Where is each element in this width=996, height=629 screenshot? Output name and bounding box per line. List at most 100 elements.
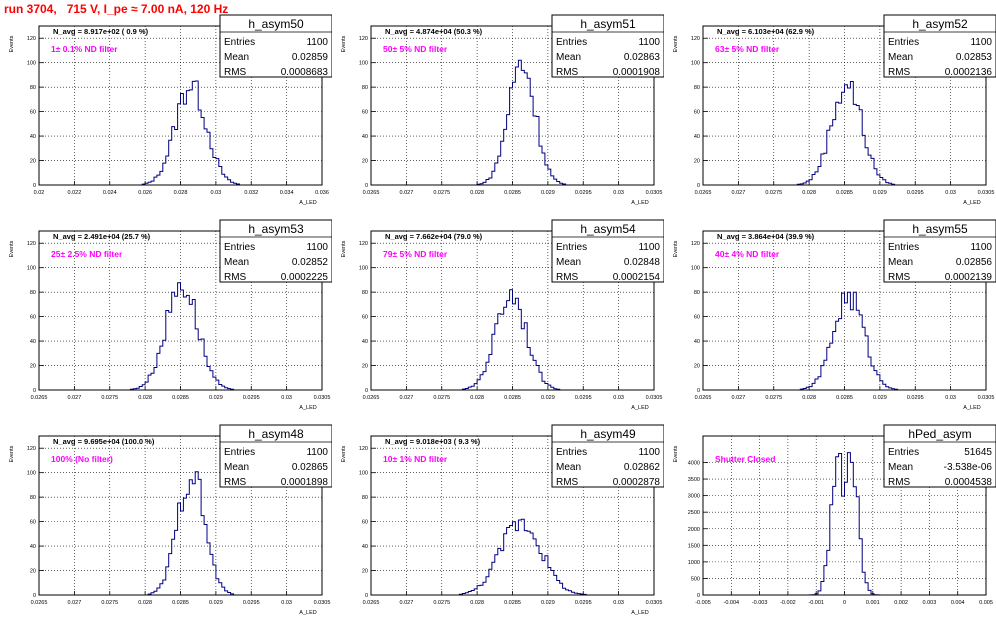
y-tick-label: 120 xyxy=(691,36,700,42)
x-tick-label: 0.0295 xyxy=(243,395,260,401)
histogram-panel-h_asym48: 0.0265 0.027 0.0275 0.028 0.0285 0.029 0.0295 0… xyxy=(4,424,332,629)
x-tick-label: 0.0265 xyxy=(695,395,712,401)
filter-annotation: 40± 4% ND filter xyxy=(715,249,780,259)
x-tick-label: 0.0265 xyxy=(31,395,48,401)
stats-value: 0.0002154 xyxy=(613,272,661,283)
y-tick-label: 40 xyxy=(362,339,368,345)
y-tick-label: 0 xyxy=(365,593,368,599)
y-tick-label: 40 xyxy=(694,134,700,140)
histogram-svg: 0.0265 0.027 0.0275 0.028 0.0285 0.029 0.0295 0… xyxy=(341,219,664,411)
stats-value: 1100 xyxy=(970,37,992,48)
y-tick-label: 60 xyxy=(694,110,700,116)
histogram-panel-h_asym50: 0.02 0.022 0.024 0.026 0.028 0.03 0.032 0.034 0.… xyxy=(4,14,332,219)
y-tick-label: 60 xyxy=(362,315,368,321)
x-tick-label: 0.0265 xyxy=(363,190,380,196)
y-tick-label: 80 xyxy=(30,495,36,501)
y-tick-label: 20 xyxy=(362,364,368,370)
stats-value: 0.02848 xyxy=(624,257,661,268)
y-tick-label: 100 xyxy=(27,266,36,272)
histogram-svg: 0.0265 0.027 0.0275 0.028 0.0285 0.029 0.0295 0… xyxy=(341,14,664,206)
y-tick-label: 120 xyxy=(27,241,36,247)
y-tick-label: 60 xyxy=(30,110,36,116)
y-tick-label: 120 xyxy=(691,241,700,247)
x-tick-label: 0.0265 xyxy=(363,600,380,606)
stats-label: RMS xyxy=(556,67,579,78)
stats-box xyxy=(219,219,332,283)
x-tick-label: 0.027 xyxy=(399,190,413,196)
stats-value: 0.02862 xyxy=(624,462,661,473)
y-tick-label: 1000 xyxy=(688,560,700,566)
y-tick-label: 60 xyxy=(694,315,700,321)
x-tick-label: 0.03 xyxy=(281,395,292,401)
filter-annotation: 63± 5% ND filter xyxy=(715,44,780,54)
filter-annotation: 100% (No filter) xyxy=(51,454,113,464)
filter-annotation: 1± 0.1% ND filter xyxy=(51,44,118,54)
filter-annotation: 50± 5% ND filter xyxy=(383,44,448,54)
y-axis-title: Events xyxy=(9,35,15,52)
y-tick-label: 2000 xyxy=(688,527,700,533)
stats-label: Entries xyxy=(888,447,919,458)
stats-value: 1100 xyxy=(306,447,328,458)
stats-label: Entries xyxy=(556,242,587,253)
stats-value: 0.02859 xyxy=(292,52,329,63)
x-tick-label: 0.03 xyxy=(613,395,624,401)
x-axis-title: A_LED xyxy=(299,610,316,616)
x-tick-label: 0.0275 xyxy=(433,190,450,196)
stats-value: 0.0002136 xyxy=(945,67,993,78)
stats-box xyxy=(883,14,996,78)
x-tick-label: 0.024 xyxy=(103,190,117,196)
x-tick-label: -0.003 xyxy=(752,600,768,606)
stats-label: Mean xyxy=(224,52,249,63)
stats-box xyxy=(551,14,664,78)
y-tick-label: 40 xyxy=(362,544,368,550)
y-tick-label: 40 xyxy=(30,134,36,140)
stats-value: 0.02853 xyxy=(956,52,993,63)
x-tick-label: 0.02 xyxy=(34,190,45,196)
x-tick-label: 0.029 xyxy=(873,395,887,401)
x-tick-label: 0.0285 xyxy=(504,600,521,606)
x-tick-label: 0.0305 xyxy=(978,395,995,401)
x-axis-title: A_LED xyxy=(299,200,316,206)
y-tick-label: 120 xyxy=(27,36,36,42)
y-axis-title: Events xyxy=(673,35,679,52)
stats-value: 1100 xyxy=(638,242,660,253)
x-tick-label: 0.0295 xyxy=(907,395,924,401)
x-tick-label: 0.0295 xyxy=(575,395,592,401)
y-tick-label: 0 xyxy=(33,183,36,189)
stats-title: h_asym49 xyxy=(580,427,636,441)
y-tick-label: 120 xyxy=(359,241,368,247)
stats-label: Mean xyxy=(888,257,913,268)
x-tick-label: 0.027 xyxy=(731,190,745,196)
y-tick-label: 40 xyxy=(30,339,36,345)
histogram-svg: 0.02 0.022 0.024 0.026 0.028 0.03 0.032 0.034 0.… xyxy=(9,14,332,206)
stats-value: -3.538e-06 xyxy=(944,462,993,473)
y-tick-label: 100 xyxy=(691,266,700,272)
y-tick-label: 40 xyxy=(694,339,700,345)
y-axis-title: Events xyxy=(341,35,347,52)
histogram-svg: 0.0265 0.027 0.0275 0.028 0.0285 0.029 0.0295 0… xyxy=(9,219,332,411)
y-tick-label: 60 xyxy=(362,110,368,116)
stats-label: RMS xyxy=(224,272,247,283)
x-tick-label: 0.029 xyxy=(541,190,555,196)
x-tick-label: 0.0285 xyxy=(172,600,189,606)
stats-value: 0.02856 xyxy=(956,257,993,268)
x-tick-label: 0.029 xyxy=(209,395,223,401)
navg-label: N_avg = 7.662e+04 (79.0 %) xyxy=(385,232,483,241)
x-tick-label: 0.0295 xyxy=(243,600,260,606)
x-tick-label: 0.03 xyxy=(945,395,956,401)
filter-annotation: Shutter Closed xyxy=(715,454,775,464)
x-tick-label: 0.036 xyxy=(315,190,329,196)
stats-value: 51645 xyxy=(964,447,992,458)
y-tick-label: 2500 xyxy=(688,510,700,516)
x-tick-label: 0.0265 xyxy=(695,190,712,196)
stats-title: h_asym52 xyxy=(912,17,968,31)
x-tick-label: 0.0305 xyxy=(646,600,663,606)
stats-label: RMS xyxy=(888,67,911,78)
histogram-svg: 0.0265 0.027 0.0275 0.028 0.0285 0.029 0.0295 0… xyxy=(673,219,996,411)
stats-value: 1100 xyxy=(306,242,328,253)
stats-value: 1100 xyxy=(306,37,328,48)
stats-title: h_asym54 xyxy=(580,222,636,236)
x-tick-label: 0.0275 xyxy=(765,395,782,401)
y-tick-label: 0 xyxy=(365,183,368,189)
y-tick-label: 100 xyxy=(27,61,36,67)
